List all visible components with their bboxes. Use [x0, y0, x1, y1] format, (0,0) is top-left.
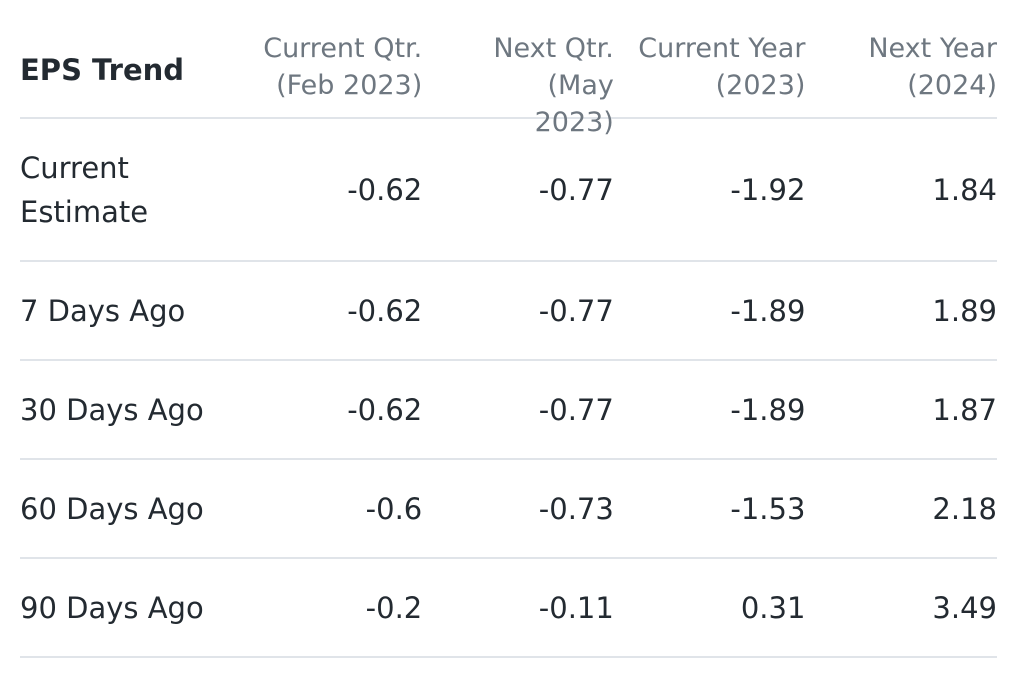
table-cell: -1.89 — [730, 293, 806, 328]
column-header-next-year: Next Year (2024) — [805, 30, 997, 104]
table-cell: 2.18 — [932, 491, 997, 526]
table-cell: 1.84 — [932, 172, 997, 207]
table-cell: -0.62 — [347, 172, 423, 207]
table-cell: -0.73 — [538, 491, 614, 526]
row-label: 7 Days Ago — [20, 293, 186, 328]
table-cell: -0.77 — [538, 172, 614, 207]
row-label: 60 Days Ago — [20, 491, 204, 526]
table-row: 7 Days Ago -0.62 -0.77 -1.89 1.89 — [20, 262, 997, 361]
column-header-next-qtr: Next Qtr. (May 2023) — [422, 30, 614, 141]
column-header-line: Current Year — [638, 33, 806, 64]
table-cell: -1.89 — [730, 392, 806, 427]
column-header-line: (2024) — [907, 70, 997, 101]
column-header-line: Next Year — [868, 33, 997, 64]
column-header-line: 2023) — [534, 107, 614, 138]
table-cell: -0.11 — [538, 590, 614, 625]
table-cell: -1.53 — [730, 491, 806, 526]
column-header-line: (Feb 2023) — [276, 70, 423, 101]
table-row: Current Estimate -0.62 -0.77 -1.92 1.84 — [20, 119, 997, 262]
table-cell: -0.2 — [365, 590, 423, 625]
table-row: 60 Days Ago -0.6 -0.73 -1.53 2.18 — [20, 460, 997, 559]
column-header-line: Current Qtr. — [263, 33, 423, 64]
table-cell: 1.89 — [932, 293, 997, 328]
table-row: 30 Days Ago -0.62 -0.77 -1.89 1.87 — [20, 361, 997, 460]
table-cell: 0.31 — [740, 590, 806, 625]
table-cell: -0.77 — [538, 293, 614, 328]
table-cell: 1.87 — [932, 392, 997, 427]
column-header-line: Next Qtr. (May — [493, 33, 614, 101]
eps-trend-table: EPS Trend Current Qtr. (Feb 2023) Next Q… — [20, 0, 997, 658]
table-header-row: EPS Trend Current Qtr. (Feb 2023) Next Q… — [20, 0, 997, 138]
table-title: EPS Trend — [20, 53, 185, 87]
table-cell: -0.77 — [538, 392, 614, 427]
table-cell: -0.62 — [347, 392, 423, 427]
row-label: 30 Days Ago — [20, 392, 204, 427]
column-header-current-qtr: Current Qtr. (Feb 2023) — [231, 30, 423, 104]
column-header-current-year: Current Year (2023) — [614, 30, 806, 104]
row-label: Current Estimate — [20, 150, 149, 229]
table-cell: -1.92 — [730, 172, 806, 207]
column-header-line: (2023) — [715, 70, 806, 101]
table-cell: -0.6 — [365, 491, 423, 526]
row-label: 90 Days Ago — [20, 590, 204, 625]
table-cell: 3.49 — [932, 590, 997, 625]
table-cell: -0.62 — [347, 293, 423, 328]
table-row: 90 Days Ago -0.2 -0.11 0.31 3.49 — [20, 559, 997, 658]
